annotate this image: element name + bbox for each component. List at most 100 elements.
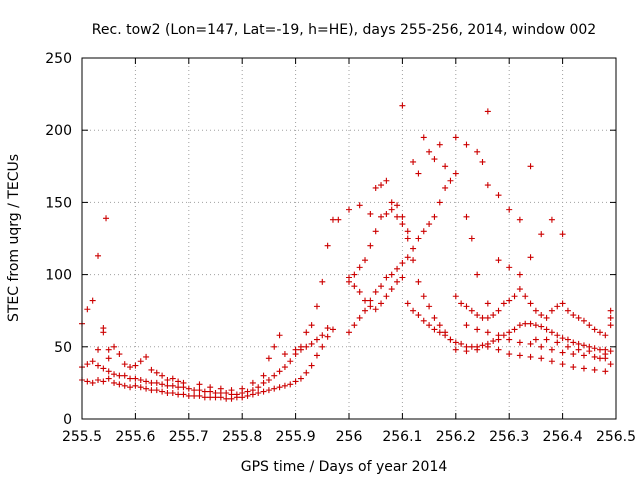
- data-point: [260, 372, 267, 379]
- data-point: [372, 288, 379, 295]
- data-point: [196, 387, 203, 394]
- data-point: [431, 314, 438, 321]
- data-point: [207, 384, 214, 391]
- data-point: [329, 216, 336, 223]
- data-point: [548, 346, 555, 353]
- data-point: [95, 346, 102, 353]
- data-point: [452, 346, 459, 353]
- x-axis-label: GPS time / Days of year 2014: [241, 459, 448, 475]
- data-point: [116, 351, 123, 358]
- data-point: [105, 355, 112, 362]
- data-point: [148, 366, 155, 373]
- x-tick-label: 256.2: [436, 429, 476, 445]
- data-point: [271, 372, 278, 379]
- data-point: [436, 141, 443, 148]
- data-point: [297, 375, 304, 382]
- data-point: [415, 312, 422, 319]
- data-point: [335, 216, 342, 223]
- data-point: [111, 343, 118, 350]
- data-point: [281, 382, 288, 389]
- data-point: [153, 379, 160, 386]
- data-point: [105, 346, 112, 353]
- data-point: [249, 379, 256, 386]
- data-point: [388, 199, 395, 206]
- data-point: [159, 388, 166, 395]
- data-point: [607, 314, 614, 321]
- data-point: [303, 369, 310, 376]
- data-point: [372, 306, 379, 313]
- data-point: [516, 216, 523, 223]
- data-point: [495, 257, 502, 264]
- data-point: [506, 329, 513, 336]
- data-point: [100, 378, 107, 385]
- data-point: [559, 349, 566, 356]
- x-tick-label: 256.3: [489, 429, 529, 445]
- data-point: [276, 384, 283, 391]
- data-point: [394, 278, 401, 285]
- data-point: [89, 379, 96, 386]
- data-point: [137, 358, 144, 365]
- data-point: [399, 213, 406, 220]
- data-point: [233, 391, 240, 398]
- data-point: [468, 235, 475, 242]
- data-point: [436, 322, 443, 329]
- data-point: [271, 343, 278, 350]
- data-point: [596, 355, 603, 362]
- data-point: [292, 346, 299, 353]
- data-point: [105, 375, 112, 382]
- data-point: [153, 387, 160, 394]
- data-point: [420, 228, 427, 235]
- data-point: [207, 394, 214, 401]
- data-point: [554, 303, 561, 310]
- data-point: [367, 210, 374, 217]
- data-point: [367, 303, 374, 310]
- data-point: [452, 134, 459, 141]
- data-point: [271, 385, 278, 392]
- data-point: [580, 352, 587, 359]
- data-point: [212, 390, 219, 397]
- data-point: [575, 314, 582, 321]
- data-point: [84, 361, 91, 368]
- y-tick-label: 0: [63, 412, 72, 428]
- data-point: [436, 199, 443, 206]
- data-point: [575, 340, 582, 347]
- data-point: [356, 202, 363, 209]
- data-point: [143, 353, 150, 360]
- data-point: [303, 343, 310, 350]
- data-point: [516, 339, 523, 346]
- data-point: [484, 182, 491, 189]
- x-tick-label: 255.8: [222, 429, 262, 445]
- chart-title: Rec. tow2 (Lon=147, Lat=-19, h=HE), days…: [92, 22, 596, 38]
- y-axis-label: STEC from uqrg / TECUs: [6, 154, 22, 322]
- data-point: [506, 297, 513, 304]
- data-point: [559, 300, 566, 307]
- y-tick-label: 250: [45, 51, 72, 67]
- data-point: [442, 184, 449, 191]
- data-point: [500, 300, 507, 307]
- data-point: [554, 332, 561, 339]
- data-point: [367, 297, 374, 304]
- data-point: [324, 333, 331, 340]
- data-point: [596, 346, 603, 353]
- data-point: [378, 283, 385, 290]
- data-point: [442, 163, 449, 170]
- data-point: [506, 264, 513, 271]
- data-point: [265, 377, 272, 384]
- data-point: [426, 148, 433, 155]
- data-point: [458, 300, 465, 307]
- data-point: [185, 385, 192, 392]
- data-point: [538, 312, 545, 319]
- data-point: [164, 390, 171, 397]
- data-point: [596, 329, 603, 336]
- data-point: [89, 297, 96, 304]
- data-point: [143, 385, 150, 392]
- data-point: [260, 379, 267, 386]
- data-point: [474, 346, 481, 353]
- data-point: [431, 213, 438, 220]
- data-point: [383, 210, 390, 217]
- data-point: [548, 307, 555, 314]
- data-point: [607, 307, 614, 314]
- data-point: [180, 391, 187, 398]
- data-point: [116, 372, 123, 379]
- data-point: [591, 366, 598, 373]
